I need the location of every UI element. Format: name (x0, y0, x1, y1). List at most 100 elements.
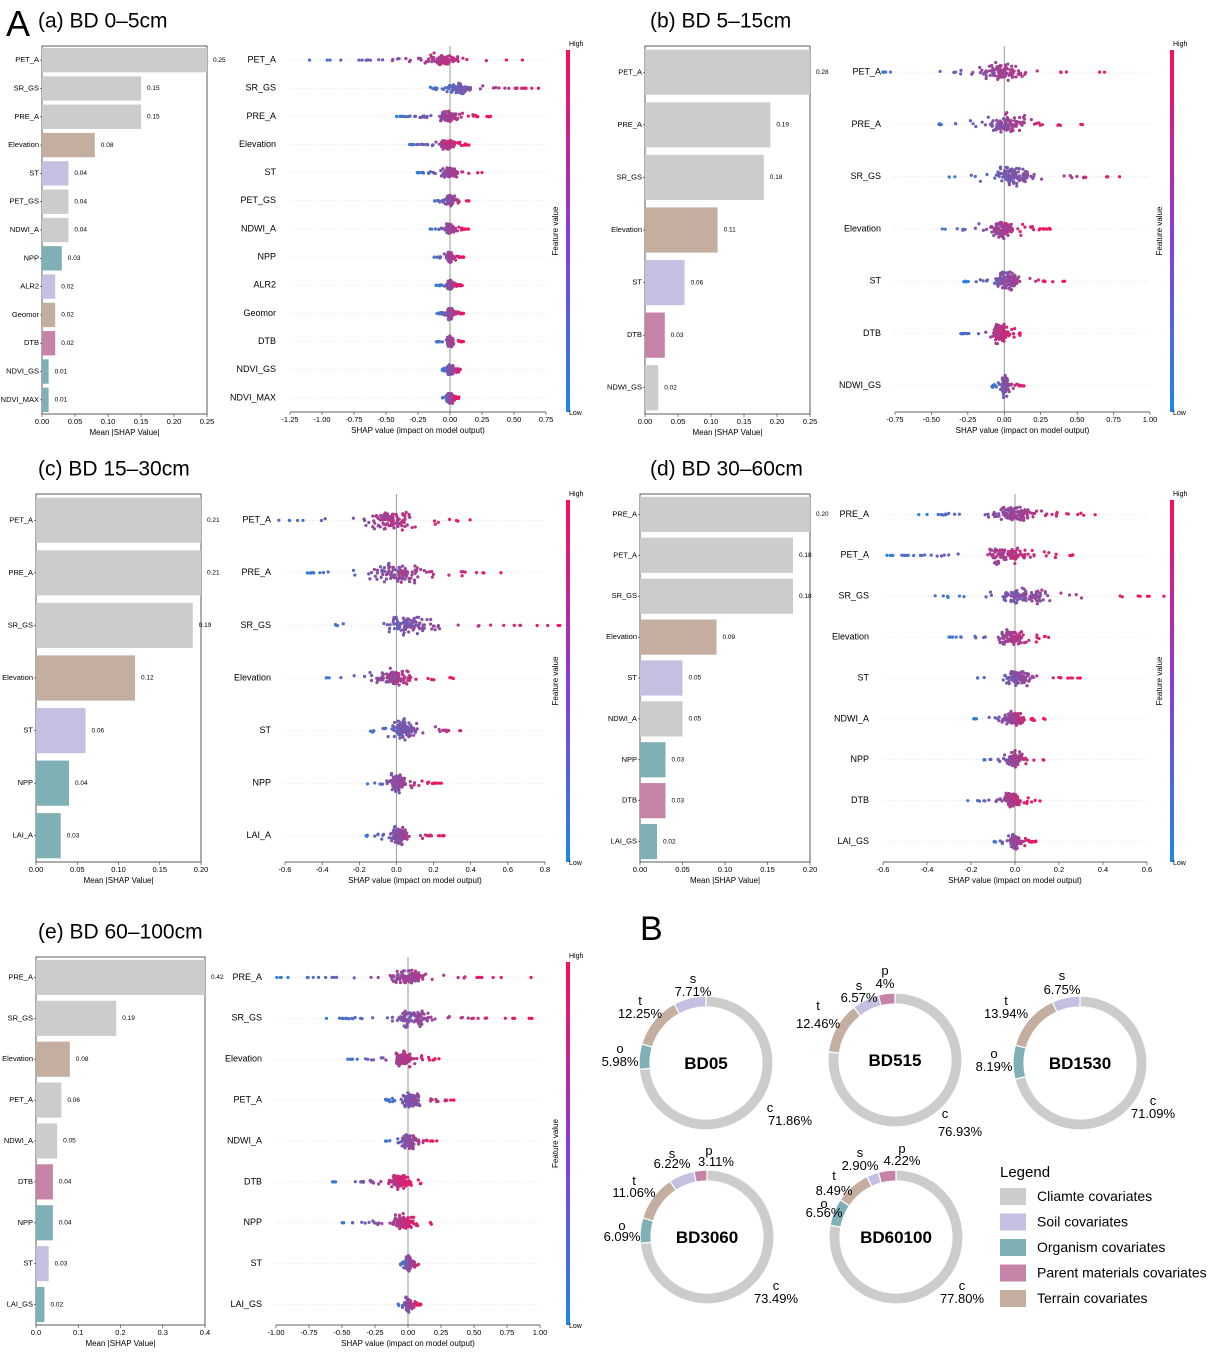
bar-pre_a (42, 104, 141, 129)
bee-point (982, 635, 986, 640)
bee-point (998, 165, 1003, 169)
bee-point (1018, 549, 1022, 553)
bee-point (389, 679, 393, 683)
bar-sr_gs (640, 578, 793, 614)
bee-point (491, 86, 496, 90)
bee-points-ndvi_max (441, 391, 461, 405)
bee-point (975, 676, 980, 680)
bee-point (459, 115, 463, 119)
bee-point (430, 1018, 434, 1022)
bee-point (1145, 594, 1150, 598)
bee-point (1019, 176, 1023, 181)
bee-point (389, 773, 393, 777)
bee-point (1013, 765, 1018, 769)
bee-feature-label: ST (857, 672, 869, 682)
bee-point (1008, 332, 1012, 336)
bar-category-label: LAI_GS (7, 1300, 33, 1309)
bee-point (399, 974, 403, 979)
bee-feature-label: SR_GS (850, 171, 881, 181)
bee-point (451, 364, 455, 368)
bee-point (1048, 599, 1052, 603)
bee-point (1008, 223, 1012, 227)
bee-points-alr2 (434, 278, 464, 291)
bee-point (1012, 335, 1016, 339)
bee-xtick-label: 0.25 (475, 415, 490, 424)
bee-point (1018, 750, 1022, 754)
bee-point (1038, 591, 1042, 595)
bee-point (1022, 556, 1026, 560)
bee-point (1015, 119, 1019, 124)
bee-point (1162, 594, 1166, 598)
bar-pre_a (645, 102, 771, 148)
bee-point (1022, 121, 1026, 125)
bee-point (382, 580, 386, 584)
bee-point (401, 825, 405, 830)
bee-point (370, 673, 374, 678)
bee-point (413, 979, 417, 983)
bar-pre_a (640, 496, 810, 533)
bee-point (420, 779, 424, 783)
bee-point (1010, 836, 1014, 840)
bee-point (891, 553, 895, 558)
bar-category-label: SR_GS (8, 1013, 33, 1022)
bee-point (419, 58, 423, 62)
bar-value-label: 0.02 (61, 340, 74, 347)
bee-point (1082, 513, 1086, 517)
bee-point (461, 311, 466, 316)
bee-point (401, 969, 405, 973)
bee-point (449, 342, 454, 347)
bee-point (471, 113, 475, 117)
bee-point (446, 109, 451, 113)
bee-point (288, 518, 292, 523)
bee-point (1012, 175, 1017, 179)
bee-point (1031, 176, 1035, 181)
bee-point (1034, 121, 1039, 125)
bee-point (991, 331, 996, 335)
bar-value-label: 0.01 (55, 368, 68, 375)
bee-point (454, 86, 459, 91)
bee-point (459, 340, 464, 344)
bee-xtick-label: -1.00 (313, 415, 330, 424)
bee-point (442, 313, 447, 317)
bee-point (1017, 167, 1021, 171)
bee-point (391, 521, 395, 525)
bee-point (423, 61, 427, 65)
bee-point (413, 525, 417, 529)
bee-point (1000, 179, 1004, 183)
bee-point (410, 976, 414, 980)
bee-point (418, 621, 422, 625)
bee-point (1019, 757, 1023, 762)
bee-point (392, 526, 396, 530)
bee-point (1059, 70, 1063, 74)
bee-point (400, 670, 404, 674)
bee-point (476, 624, 480, 628)
bee-point (458, 90, 463, 94)
bee-point (405, 978, 409, 982)
bee-point (1051, 676, 1055, 680)
bar-pre_a (36, 959, 205, 996)
bee-point (438, 255, 443, 259)
bee-point (389, 573, 393, 578)
bar-xlabel: Mean |SHAP Value| (690, 876, 760, 885)
bar-xtick-label: 0.05 (68, 417, 83, 426)
bar-value-label: 0.15 (147, 85, 160, 92)
bee-point (402, 631, 406, 635)
bee-point (451, 398, 455, 402)
bee-point (954, 70, 958, 74)
bee-point (972, 717, 976, 721)
bar-category-label: NPP (622, 755, 637, 764)
bee-point (940, 227, 944, 231)
bee-point (990, 553, 994, 557)
bee-point (430, 575, 434, 579)
panel-title: (a) BD 0–5cm (38, 10, 168, 33)
bee-point (427, 834, 431, 838)
bee-point (450, 168, 454, 172)
bee-point (1022, 801, 1026, 805)
bee-point (448, 517, 452, 521)
bee-point (418, 115, 422, 120)
bee-point (430, 627, 434, 631)
bar-value-label: 0.02 (664, 384, 677, 391)
bee-xtick-label: -0.75 (345, 415, 362, 424)
bee-point (451, 60, 455, 64)
bee-point (470, 1016, 474, 1021)
